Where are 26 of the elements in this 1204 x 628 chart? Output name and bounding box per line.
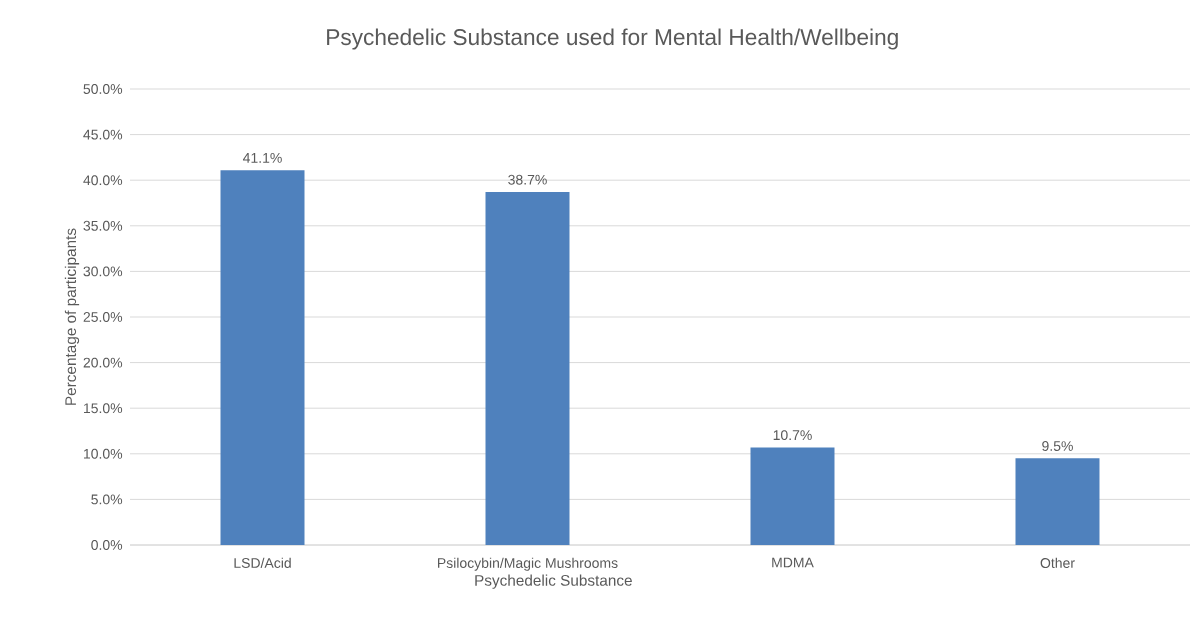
y-tick-label: 45.0% <box>83 129 123 140</box>
bar <box>750 447 835 545</box>
data-label: 10.7% <box>773 430 812 441</box>
bar <box>220 170 305 545</box>
x-tick-label: Psilocybin/Magic Mushrooms <box>438 557 618 571</box>
y-tick-label: 40.0% <box>83 175 123 186</box>
y-tick-label: 15.0% <box>84 403 123 414</box>
data-label: 41.1% <box>242 153 282 163</box>
data-label: 38.7% <box>508 174 547 185</box>
y-axis-title: Percentage of participants <box>64 228 80 405</box>
y-tick-label: 0.0% <box>91 540 123 550</box>
y-tick-label: 5.0% <box>91 494 123 505</box>
y-tick-label: 30.0% <box>83 266 123 277</box>
data-label: 9.5% <box>1042 441 1073 451</box>
x-tick-label: MDMA <box>772 557 814 568</box>
y-tick-label: 10.0% <box>84 448 123 459</box>
bar <box>485 192 570 545</box>
y-tick-label: 20.0% <box>83 357 123 368</box>
x-tick-label: LSD/Acid <box>234 557 291 568</box>
chart-title: Psychedelic Substance used for Mental Health/Wellbeing <box>327 28 898 50</box>
y-tick-label: 25.0% <box>83 312 123 322</box>
y-tick-label: 35.0% <box>83 220 123 231</box>
y-tick-label: 50.0% <box>83 84 123 94</box>
bar <box>1015 458 1100 545</box>
x-axis-title: Psychedelic Substance <box>475 574 632 589</box>
x-tick-label: Other <box>1040 557 1075 568</box>
